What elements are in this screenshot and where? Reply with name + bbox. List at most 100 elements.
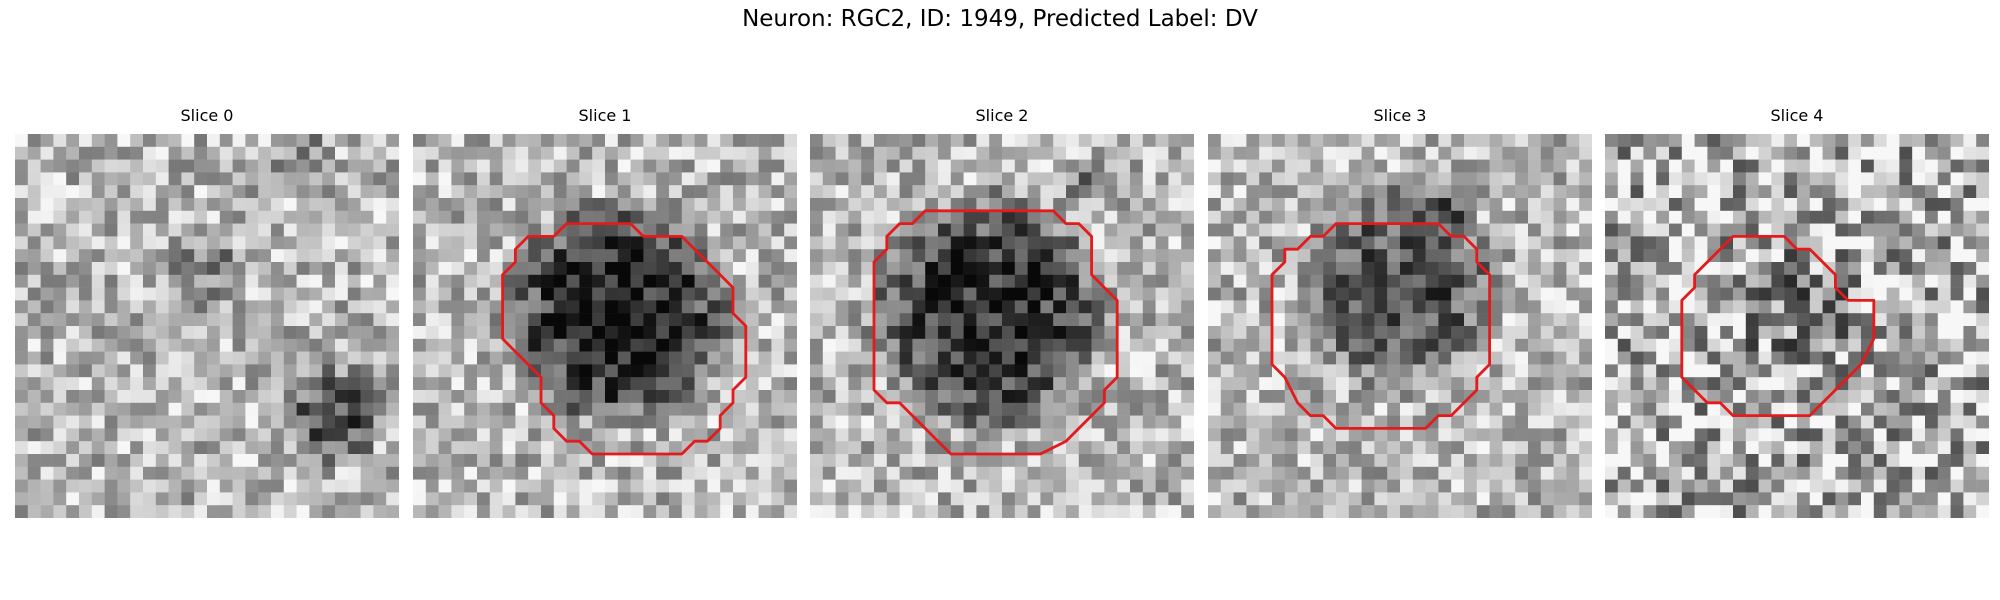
pixel (976, 505, 990, 518)
pixel (1656, 249, 1670, 263)
pixel (219, 466, 233, 480)
pixel (309, 479, 323, 493)
pixel (1155, 466, 1169, 480)
pixel (1937, 287, 1951, 301)
pixel (1873, 134, 1887, 148)
pixel (1925, 313, 1939, 327)
pixel (1027, 185, 1041, 199)
pixel (1540, 364, 1554, 378)
pixel (1617, 300, 1631, 314)
pixel (1515, 441, 1529, 455)
pixel (232, 377, 246, 391)
pixel (1400, 326, 1414, 340)
pixel (1669, 466, 1683, 480)
pixel (271, 338, 285, 352)
pixel (181, 300, 195, 314)
pixel (66, 185, 80, 199)
pixel (66, 249, 80, 263)
pixel (912, 236, 926, 250)
pixel (1963, 210, 1977, 224)
pixel (15, 159, 29, 173)
pixel (963, 505, 977, 518)
pixel (386, 390, 399, 404)
pixel (963, 402, 977, 416)
pixel (694, 159, 708, 173)
pixel (1912, 505, 1926, 518)
pixel (232, 390, 246, 404)
pixel (451, 287, 465, 301)
pixel (950, 236, 964, 250)
pixel (861, 351, 875, 365)
pixel (1797, 402, 1811, 416)
pixel (207, 428, 221, 442)
pixel (53, 172, 67, 186)
pixel (1502, 313, 1516, 327)
pixel (271, 351, 285, 365)
pixel (464, 454, 478, 468)
pixel (784, 159, 797, 173)
pixel (707, 236, 721, 250)
pixel (130, 479, 144, 493)
roi-contour (872, 209, 1119, 456)
pixel (53, 262, 67, 276)
pixel (720, 351, 734, 365)
pixel (1579, 223, 1592, 237)
pixel (245, 159, 259, 173)
pixel (1168, 262, 1182, 276)
pixel (874, 287, 888, 301)
pixel (605, 236, 619, 250)
pixel (1323, 300, 1337, 314)
pixel (1566, 146, 1580, 160)
pixel (283, 185, 297, 199)
pixel (1861, 287, 1875, 301)
pixel (810, 159, 824, 173)
pixel (1348, 274, 1362, 288)
pixel (322, 351, 336, 365)
pixel (232, 274, 246, 288)
pixel (1809, 223, 1823, 237)
pixel (104, 338, 118, 352)
pixel (168, 326, 182, 340)
pixel (1348, 402, 1362, 416)
pixel (1464, 300, 1478, 314)
pixel (1412, 262, 1426, 276)
pixel (1040, 415, 1054, 429)
pixel (1822, 402, 1836, 416)
pixel (464, 134, 478, 148)
pixel (104, 185, 118, 199)
pixel (130, 262, 144, 276)
pixel (40, 287, 54, 301)
pixel (489, 185, 503, 199)
pixel (1040, 351, 1054, 365)
pixel (143, 159, 157, 173)
pixel (1912, 479, 1926, 493)
pixel (438, 236, 452, 250)
pixel (707, 377, 721, 391)
pixel (489, 236, 503, 250)
pixel (1489, 159, 1503, 173)
pixel (1873, 300, 1887, 314)
pixel (1220, 262, 1234, 276)
pixel (1117, 274, 1131, 288)
pixel (1412, 223, 1426, 237)
pixel (1733, 492, 1747, 506)
pixel (258, 249, 272, 263)
pixel (1656, 172, 1670, 186)
pixel (1643, 390, 1657, 404)
pixel (451, 210, 465, 224)
pixel (938, 236, 952, 250)
pixel (15, 390, 29, 404)
pixel (886, 236, 900, 250)
pixel (886, 479, 900, 493)
pixel (1066, 479, 1080, 493)
pixel (1310, 428, 1324, 442)
pixel (938, 185, 952, 199)
pixel (1014, 262, 1028, 276)
pixel (283, 249, 297, 263)
pixel (66, 223, 80, 237)
pixel (925, 441, 939, 455)
pixel (1208, 351, 1222, 365)
pixel (976, 326, 990, 340)
pixel (1117, 262, 1131, 276)
pixel (1784, 134, 1798, 148)
